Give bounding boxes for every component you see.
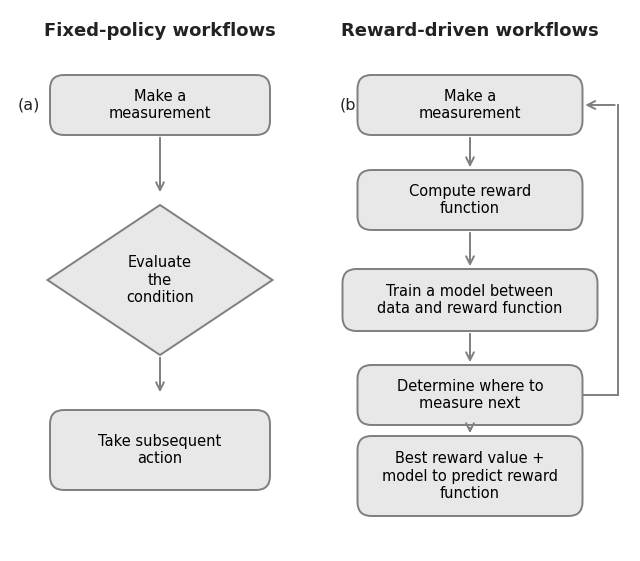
Text: Determine where to
measure next: Determine where to measure next [397,379,543,411]
Text: Best reward value +
model to predict reward
function: Best reward value + model to predict rew… [382,451,558,501]
Text: Make a
measurement: Make a measurement [109,89,211,121]
Text: Compute reward
function: Compute reward function [409,184,531,216]
FancyBboxPatch shape [358,170,582,230]
Text: Take subsequent
action: Take subsequent action [99,434,221,466]
FancyBboxPatch shape [50,410,270,490]
Text: (a): (a) [18,98,40,113]
Text: Fixed-policy workflows: Fixed-policy workflows [44,22,276,40]
Text: Evaluate
the
condition: Evaluate the condition [126,255,194,305]
FancyBboxPatch shape [358,75,582,135]
FancyBboxPatch shape [50,75,270,135]
Text: (b): (b) [340,98,363,113]
Text: Train a model between
data and reward function: Train a model between data and reward fu… [378,284,563,316]
Text: Make a
measurement: Make a measurement [419,89,521,121]
Text: Reward-driven workflows: Reward-driven workflows [341,22,599,40]
Polygon shape [47,205,273,355]
FancyBboxPatch shape [342,269,598,331]
FancyBboxPatch shape [358,365,582,425]
FancyBboxPatch shape [358,436,582,516]
